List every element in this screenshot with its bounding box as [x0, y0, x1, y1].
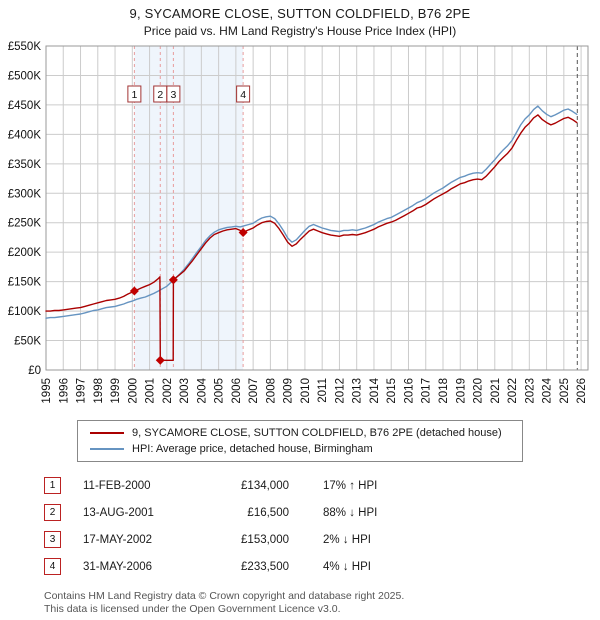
- hpi-line-swatch: [90, 448, 124, 450]
- y-axis-tick-label: £550K: [8, 41, 42, 53]
- x-axis-tick-label: 1996: [58, 378, 70, 404]
- transaction-date: 13-AUG-2001: [83, 506, 154, 519]
- transaction-hpi-delta: 88% ↓ HPI: [323, 506, 378, 519]
- x-axis-tick-label: 2022: [507, 378, 519, 404]
- transaction-hpi-delta: 4% ↓ HPI: [323, 560, 371, 573]
- table-row: 1 11-FEB-2000 £134,000 17% ↑ HPI: [44, 472, 600, 499]
- y-axis-tick-label: £500K: [8, 70, 42, 82]
- x-axis-tick-label: 2013: [352, 378, 364, 404]
- page-title: 9, SYCAMORE CLOSE, SUTTON COLDFIELD, B76…: [129, 6, 471, 21]
- y-axis-tick-label: £200K: [8, 247, 42, 259]
- event-number-label: 3: [170, 89, 176, 101]
- price-chart: £0 £50K £100K £150K £200K £250K £300K £350K £400…: [8, 41, 589, 404]
- sale-marker: [168, 275, 178, 285]
- x-axis-tick-label: 2018: [438, 378, 450, 404]
- transaction-number-badge: 2: [44, 504, 61, 521]
- event-number-label: 1: [131, 89, 137, 101]
- legend-label-hpi: HPI: Average price, detached house, Birm…: [132, 443, 373, 455]
- x-axis-tick-label: 1998: [93, 378, 105, 404]
- x-axis-tick-label: 2003: [179, 378, 191, 404]
- x-axis-tick-label: 2009: [283, 378, 295, 404]
- transaction-hpi-delta: 17% ↑ HPI: [323, 479, 378, 492]
- y-axis-tick-label: £150K: [8, 277, 42, 289]
- transactions-table: 1 11-FEB-2000 £134,000 17% ↑ HPI 2 13-AU…: [44, 472, 600, 580]
- x-axis-tick-label: 2023: [524, 378, 536, 404]
- x-axis-tick-label: 2015: [386, 378, 398, 404]
- transaction-date: 31-MAY-2006: [83, 560, 153, 573]
- transaction-price: £153,000: [241, 533, 289, 546]
- sale-marker: [238, 227, 248, 237]
- transaction-date: 17-MAY-2002: [83, 533, 153, 546]
- transaction-hpi-delta: 2% ↓ HPI: [323, 533, 371, 546]
- y-axis-tick-label: £400K: [8, 129, 42, 141]
- sale-marker: [129, 286, 139, 296]
- transaction-price: £233,500: [241, 560, 289, 573]
- y-axis-tick-label: £250K: [8, 218, 42, 230]
- x-axis-tick-label: 2001: [145, 378, 157, 404]
- y-axis-tick-label: £0: [28, 365, 41, 377]
- footer: Contains HM Land Registry data © Crown c…: [44, 590, 600, 616]
- hpi-line: [45, 105, 578, 319]
- x-axis-tick-label: 2008: [265, 378, 277, 404]
- x-axis-tick-label: 2019: [455, 378, 467, 404]
- legend-item-hpi: HPI: Average price, detached house, Birm…: [86, 441, 514, 457]
- footer-line-licence: This data is licensed under the Open Gov…: [44, 603, 341, 616]
- transaction-number-badge: 4: [44, 558, 61, 575]
- event-number-label: 2: [157, 89, 163, 101]
- page-subtitle: Price paid vs. HM Land Registry's House …: [143, 24, 457, 38]
- y-axis-tick-label: £50K: [14, 336, 41, 348]
- x-axis-tick-label: 2016: [403, 378, 415, 404]
- legend-label-property: 9, SYCAMORE CLOSE, SUTTON COLDFIELD, B76…: [132, 427, 502, 439]
- transaction-date: 11-FEB-2000: [83, 479, 151, 492]
- event-number-box: [127, 85, 142, 103]
- x-axis-tick-label: 2000: [127, 378, 139, 404]
- legend: 9, SYCAMORE CLOSE, SUTTON COLDFIELD, B76…: [77, 420, 523, 462]
- x-axis-tick-label: 2014: [369, 377, 381, 403]
- y-axis-tick-label: £350K: [8, 159, 42, 171]
- y-axis-tick-label: £450K: [8, 100, 42, 112]
- x-axis-tick-label: 2025: [559, 378, 571, 404]
- table-row: 2 13-AUG-2001 £16,500 88% ↓ HPI: [44, 499, 600, 526]
- x-axis-tick-label: 2006: [231, 378, 243, 404]
- ownership-shade-band: [134, 46, 244, 370]
- x-axis-tick-label: 2017: [421, 378, 433, 404]
- x-axis-tick-label: 2012: [334, 378, 346, 404]
- transaction-price: £134,000: [241, 479, 289, 492]
- x-axis-tick-label: 2010: [300, 378, 312, 404]
- footer-line-copyright: Contains HM Land Registry data © Crown c…: [44, 590, 405, 602]
- y-axis-tick-label: £300K: [8, 188, 42, 200]
- x-axis-tick-label: 2020: [473, 378, 485, 404]
- x-axis-tick-label: 2004: [196, 377, 208, 403]
- x-axis-tick-label: 2007: [248, 378, 260, 404]
- price-paid-line: [45, 114, 578, 361]
- x-axis-tick-label: 1995: [41, 378, 53, 404]
- property-line-swatch: [90, 432, 124, 434]
- x-axis-tick-label: 2005: [214, 378, 226, 404]
- sale-marker: [155, 355, 165, 365]
- event-number-box: [166, 85, 181, 103]
- x-axis-tick-label: 2024: [542, 377, 554, 403]
- transaction-number-badge: 3: [44, 531, 61, 548]
- x-axis-tick-label: 2026: [576, 378, 588, 404]
- legend-item-property: 9, SYCAMORE CLOSE, SUTTON COLDFIELD, B76…: [86, 425, 514, 441]
- event-number-box: [236, 85, 251, 103]
- x-axis-tick-label: 2021: [490, 378, 502, 404]
- x-axis-tick-label: 1997: [76, 378, 88, 404]
- x-axis-tick-label: 1999: [110, 378, 122, 404]
- x-axis-tick-label: 2011: [317, 378, 329, 403]
- y-axis-tick-label: £100K: [8, 306, 42, 318]
- table-row: 3 17-MAY-2002 £153,000 2% ↓ HPI: [44, 526, 600, 553]
- x-axis-tick-label: 2002: [162, 378, 174, 404]
- transaction-price: £16,500: [247, 506, 289, 519]
- table-row: 4 31-MAY-2006 £233,500 4% ↓ HPI: [44, 553, 600, 580]
- transaction-number-badge: 1: [44, 477, 61, 494]
- event-number-label: 4: [240, 89, 246, 101]
